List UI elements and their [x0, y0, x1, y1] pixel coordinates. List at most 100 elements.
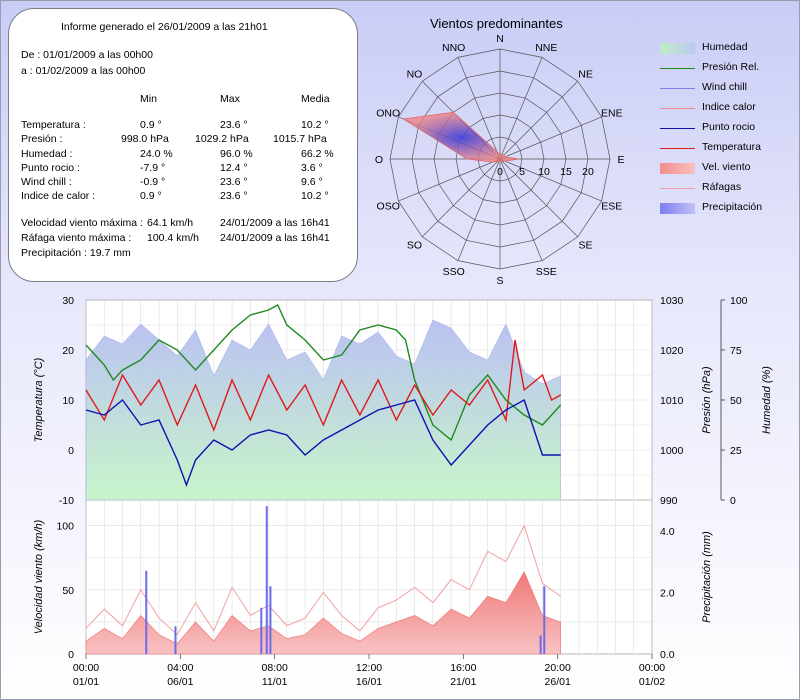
y-tick-precipitation: 4.0	[660, 526, 675, 538]
y-tick-precipitation: 2.0	[660, 587, 675, 599]
wind-max-value: 64.1 km/h	[147, 217, 194, 229]
rose-direction-label: S	[496, 275, 503, 287]
y-tick-humidity: 25	[730, 445, 742, 457]
y-tick-temperature: 0	[68, 445, 74, 457]
x-tick-label-line: 01/01	[73, 676, 99, 688]
header-min: Min	[140, 93, 157, 105]
row-min: -0.9 °	[140, 176, 166, 188]
row-label: Humedad :	[21, 148, 73, 160]
rose-spoke	[499, 158, 602, 202]
rose-radial-tick: 5	[519, 166, 525, 178]
row-max: 23.6 °	[220, 176, 248, 188]
row-max: 1029.2 hPa	[195, 133, 249, 145]
legend-item: Presión Rel.	[660, 60, 790, 80]
precipitation-bar	[265, 506, 268, 654]
x-tick-label: 12:00 16/01	[356, 662, 382, 688]
x-tick-label-line: 20:00	[545, 662, 571, 674]
precipitation-bar	[260, 607, 263, 654]
wind-max-label: Velocidad viento máxima :	[21, 217, 143, 229]
legend-item: Precipitación	[660, 200, 790, 220]
row-min: -7.9 °	[140, 162, 166, 174]
y-axis-title-wind-speed: Velocidad viento (km/h)	[33, 519, 45, 634]
rose-radial-tick: 0	[497, 166, 503, 178]
row-max: 12.4 °	[220, 162, 248, 174]
x-tick-label: 00:00 01/01	[73, 662, 99, 688]
rose-spoke	[499, 158, 579, 238]
legend-label: Punto rocio	[702, 121, 756, 133]
gust-max-label: Ráfaga viento máxima :	[21, 232, 132, 244]
gust-max-date: 24/01/2009 a las 16h41	[220, 232, 330, 244]
x-tick-label: 16:00 21/01	[450, 662, 476, 688]
y-axis-title-precipitation: Precipitación (mm)	[701, 531, 713, 623]
legend-item: Vel. viento	[660, 160, 790, 180]
legend-swatch	[660, 128, 695, 129]
x-tick-label-line: 16:00	[450, 662, 476, 674]
y-axis-title-humidity: Humedad (%)	[761, 366, 773, 434]
legend-label: Presión Rel.	[702, 61, 760, 73]
legend-swatch	[660, 163, 695, 174]
legend: Humedad Presión Rel. Wind chill Indice c…	[660, 40, 790, 220]
rose-direction-label: E	[617, 154, 624, 166]
report-to: a : 01/02/2009 a las 00h00	[21, 65, 146, 77]
gust-line	[85, 524, 561, 636]
row-media: 66.2 %	[301, 148, 334, 160]
row-label: Wind chill :	[21, 176, 72, 188]
legend-swatch	[660, 108, 695, 109]
x-tick-label-line: 06/01	[167, 676, 193, 688]
x-tick-label-line: 21/01	[450, 676, 476, 688]
wind-rose-title: Vientos predominantes	[430, 16, 563, 31]
rose-spoke	[499, 116, 602, 160]
rose-direction-label: SE	[579, 240, 593, 252]
rose-radial-tick: 10	[538, 166, 550, 178]
y-tick-wind-speed: 0	[68, 649, 74, 661]
rose-direction-label: ESE	[601, 200, 622, 212]
dew-point-line	[85, 398, 561, 488]
wind-rose-chart: N NNE NE ENE E ESE SE SSE S SSO SO OSO O ONO NO NNO 0 5 10…	[375, 33, 625, 287]
x-tick-label: 08:00 11/01	[262, 662, 288, 688]
legend-item: Temperatura	[660, 140, 790, 160]
rose-direction-label: ENE	[601, 108, 623, 120]
rose-direction-label: N	[496, 33, 504, 45]
rose-data-area	[402, 111, 520, 163]
rose-direction-label: SSO	[443, 266, 465, 278]
legend-swatch	[660, 88, 695, 89]
rose-spoke	[457, 57, 501, 160]
legend-label: Wind chill	[702, 81, 747, 93]
rose-spoke	[398, 158, 501, 202]
y-tick-pressure: 1030	[660, 295, 684, 307]
row-media: 1015.7 hPa	[273, 133, 327, 145]
rose-radial-tick: 20	[582, 166, 594, 178]
x-tick-label-line: 12:00	[356, 662, 382, 674]
report-title: Informe generado el 26/01/2009 a las 21h…	[61, 21, 268, 33]
row-media: 10.2 °	[301, 119, 329, 131]
pressure-line	[85, 304, 562, 442]
precipitation-bar	[269, 586, 272, 654]
header-media: Media	[301, 93, 330, 105]
row-label: Indice de calor :	[21, 190, 96, 202]
legend-item: Indice calor	[660, 100, 790, 120]
rose-direction-label: SSE	[536, 266, 557, 278]
header-max: Max	[220, 93, 240, 105]
row-label: Temperatura :	[21, 119, 86, 131]
rose-direction-label: OSO	[377, 200, 400, 212]
precipitation-bar	[145, 570, 148, 654]
x-tick-label-line: 04:00	[167, 662, 193, 674]
x-tick-label-line: 01/02	[639, 676, 665, 688]
row-max: 96.0 %	[220, 148, 253, 160]
precipitation-bar	[543, 586, 546, 654]
rose-radial-tick: 15	[560, 166, 572, 178]
y-tick-temperature: -10	[59, 495, 74, 507]
x-tick-label-line: 11/01	[262, 676, 288, 688]
legend-swatch	[660, 68, 695, 69]
rose-direction-label: ONO	[376, 108, 400, 120]
y-tick-humidity: 50	[730, 395, 742, 407]
y-tick-humidity: 75	[730, 345, 742, 357]
x-tick-label-line: 00:00	[73, 662, 99, 674]
rose-direction-label: NO	[407, 68, 423, 80]
legend-label: Precipitación	[702, 201, 763, 213]
legend-item: Wind chill	[660, 80, 790, 100]
precip-total: Precipitación : 19.7 mm	[21, 247, 131, 259]
x-tick-label-line: 26/01	[545, 676, 571, 688]
y-tick-precipitation: 0.0	[660, 649, 675, 661]
legend-item: Punto rocio	[660, 120, 790, 140]
